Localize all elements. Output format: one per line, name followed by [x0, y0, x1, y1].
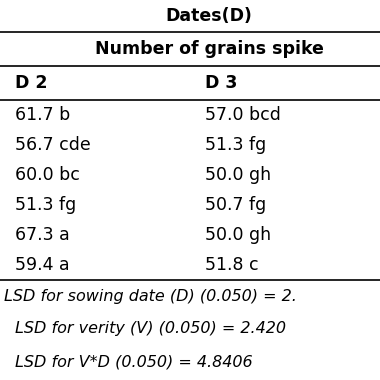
Text: 51.8 c: 51.8 c [205, 256, 259, 274]
Text: 50.0 gh: 50.0 gh [205, 226, 271, 244]
Text: 51.3 fg: 51.3 fg [15, 196, 76, 214]
Text: 59.4 a: 59.4 a [15, 256, 70, 274]
Text: 56.7 cde: 56.7 cde [15, 136, 91, 154]
Text: D 2: D 2 [15, 74, 48, 92]
Text: 67.3 a: 67.3 a [15, 226, 70, 244]
Text: 51.3 fg: 51.3 fg [205, 136, 266, 154]
Text: 50.7 fg: 50.7 fg [205, 196, 266, 214]
Text: D 3: D 3 [205, 74, 238, 92]
Text: 57.0 bcd: 57.0 bcd [205, 106, 281, 124]
Text: LSD for verity (V) (0.050) = 2.420: LSD for verity (V) (0.050) = 2.420 [15, 321, 286, 337]
Text: Dates(D): Dates(D) [166, 7, 252, 25]
Text: LSD for sowing date (D) (0.050) = 2.: LSD for sowing date (D) (0.050) = 2. [4, 288, 297, 304]
Text: 50.0 gh: 50.0 gh [205, 166, 271, 184]
Text: 60.0 bc: 60.0 bc [15, 166, 80, 184]
Text: 61.7 b: 61.7 b [15, 106, 70, 124]
Text: Number of grains spike: Number of grains spike [95, 40, 323, 58]
Text: LSD for V*D (0.050) = 4.8406: LSD for V*D (0.050) = 4.8406 [15, 355, 253, 369]
